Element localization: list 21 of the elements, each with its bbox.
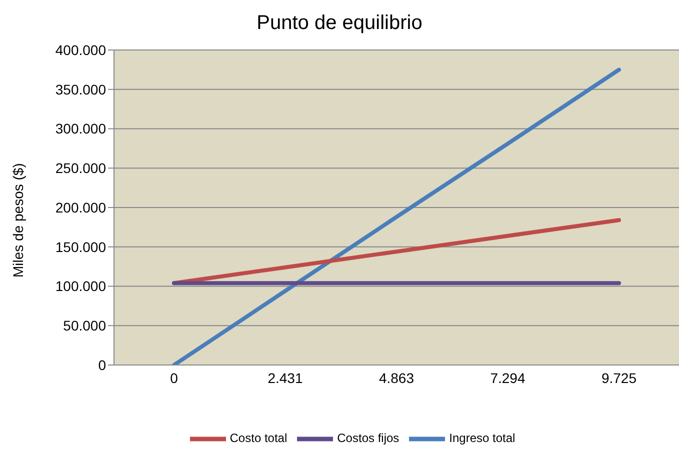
y-tick-label: 100.000 bbox=[55, 278, 106, 294]
legend-label: Ingreso total bbox=[449, 431, 516, 446]
y-tick-label: 300.000 bbox=[55, 120, 106, 137]
x-tick-label: 0 bbox=[170, 370, 178, 386]
line-series bbox=[172, 68, 621, 365]
legend-label: Costo total bbox=[230, 431, 288, 446]
y-tick-label: 0 bbox=[98, 356, 106, 373]
y-tick-label: 350.000 bbox=[55, 81, 106, 98]
y-tick-label: 250.000 bbox=[55, 160, 106, 176]
x-tick-label: 4.863 bbox=[378, 370, 414, 386]
line-series bbox=[172, 218, 621, 286]
x-tick-label: 2.431 bbox=[268, 370, 303, 386]
x-tick-label: 7.294 bbox=[490, 370, 526, 386]
y-tick-label: 200.000 bbox=[55, 199, 106, 216]
y-tick-label: 400.000 bbox=[55, 42, 106, 58]
y-axis-title: Miles de pesos ($) bbox=[10, 163, 26, 278]
legend-label: Costos fijos bbox=[337, 431, 400, 446]
x-tick-label: 9.725 bbox=[601, 370, 637, 386]
y-tick-label: 150.000 bbox=[55, 238, 106, 255]
y-tick-label: 50.000 bbox=[63, 318, 106, 334]
chart-title: Punto de equilibrio bbox=[256, 11, 424, 36]
